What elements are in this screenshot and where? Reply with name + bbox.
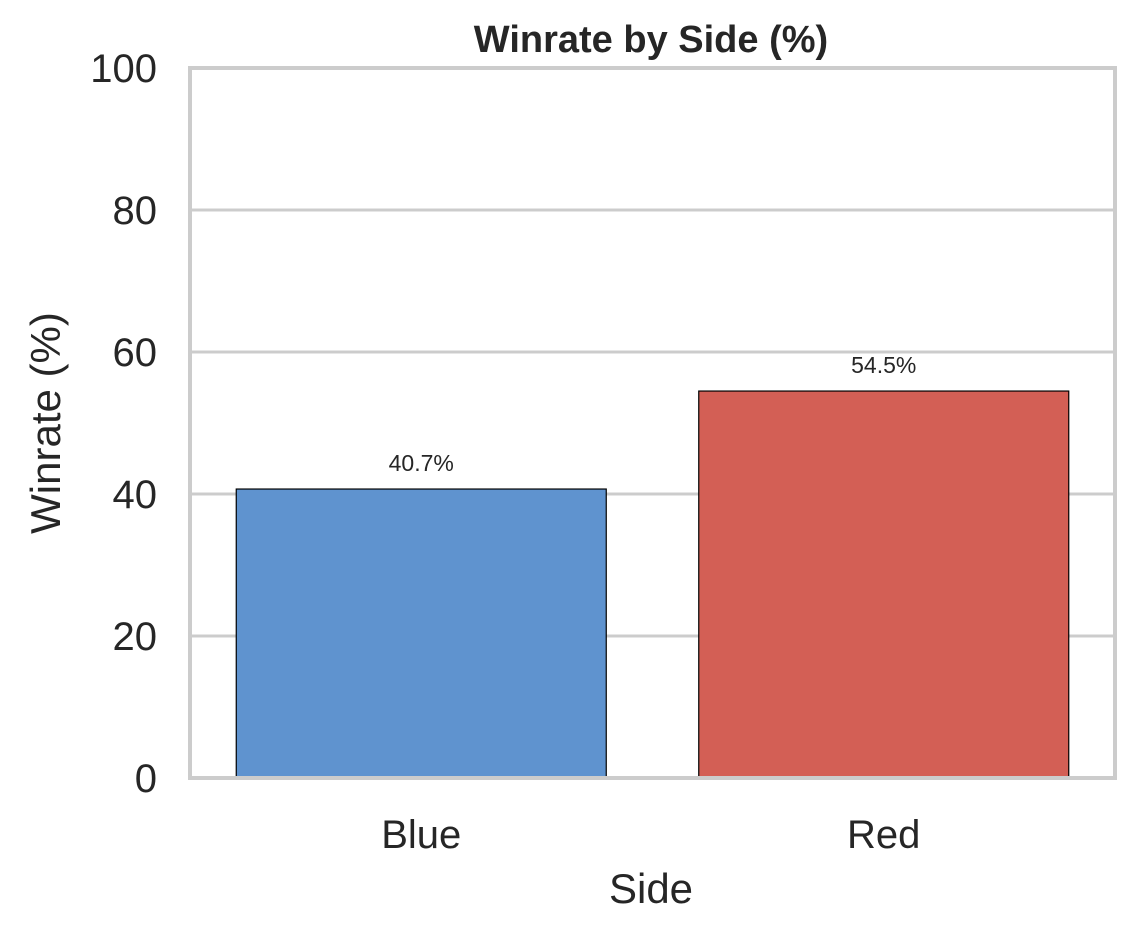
- bar-red: [698, 390, 1070, 779]
- x-tick-label-blue: Blue: [381, 813, 461, 857]
- y-tick-label-60: 60: [113, 331, 158, 375]
- data-label-red: 54.5%: [851, 352, 916, 378]
- x-tick-label-red: Red: [847, 813, 920, 857]
- y-tick-label-100: 100: [90, 47, 157, 91]
- bar-blue: [235, 488, 607, 779]
- bars: [235, 390, 1070, 779]
- x-tick-labels: Blue Red: [381, 813, 920, 857]
- y-tick-label-0: 0: [135, 757, 157, 801]
- plot-border: [188, 66, 1117, 780]
- y-tick-label-20: 20: [113, 615, 158, 659]
- y-tick-label-40: 40: [113, 473, 158, 517]
- x-axis-title: Side: [609, 865, 693, 912]
- data-label-blue: 40.7%: [389, 450, 454, 476]
- chart-title: Winrate by Side (%): [474, 19, 828, 61]
- y-tick-label-80: 80: [113, 189, 158, 233]
- y-axis-title: Winrate (%): [22, 312, 69, 534]
- y-tick-labels: 0 20 40 60 80 100: [90, 47, 157, 801]
- plot-frame: [188, 66, 1117, 780]
- data-labels: 40.7% 54.5%: [389, 352, 917, 476]
